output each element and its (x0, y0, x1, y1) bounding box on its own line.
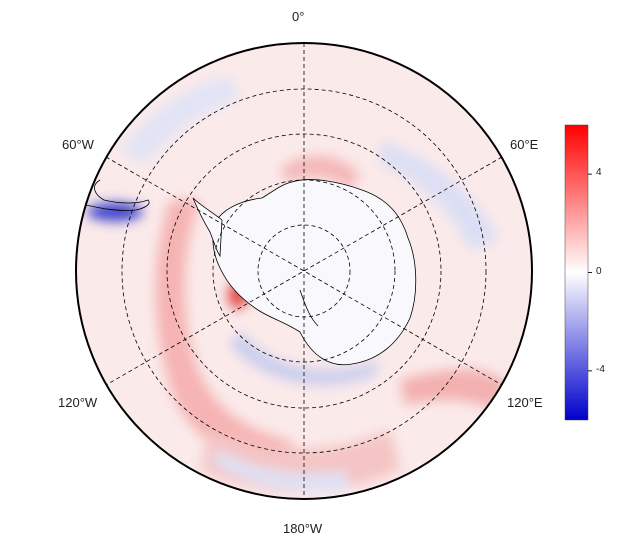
negative-region-northwest (120, 75, 240, 165)
negative-region-south (210, 450, 350, 492)
meridian-60e-120w (105, 156, 503, 386)
lon-label-120w: 120°W (58, 395, 98, 410)
map-border (75, 42, 533, 500)
negative-ring-coast (230, 330, 380, 385)
lon-label-180: 180°W (283, 521, 323, 536)
ross-ice-shelf-edge (299, 289, 319, 327)
positive-band-east (400, 369, 510, 410)
lon-label-120e: 120°E (507, 395, 543, 410)
antarctica-landmass (212, 179, 417, 366)
negative-region-northeast (380, 140, 500, 250)
lon-label-60w: 60°W (62, 137, 94, 152)
positive-band-west (155, 200, 300, 480)
colorbar-scale (564, 124, 589, 421)
lon-label-60e: 60°E (510, 137, 539, 152)
colorbar-tick-label: -4 (596, 363, 605, 375)
colorbar-tick-label: 4 (596, 167, 602, 179)
meridian-60w-120e (105, 156, 503, 386)
lon-label-0: 0° (292, 9, 305, 24)
graticule (76, 43, 532, 499)
strong-negative-southamerica (87, 203, 143, 221)
positive-band-north (280, 155, 360, 190)
colorbar (564, 124, 592, 421)
colorbar-ticks (588, 173, 592, 372)
colorbar-tick-label: 0 (596, 265, 602, 277)
south-america-tip (85, 179, 150, 211)
